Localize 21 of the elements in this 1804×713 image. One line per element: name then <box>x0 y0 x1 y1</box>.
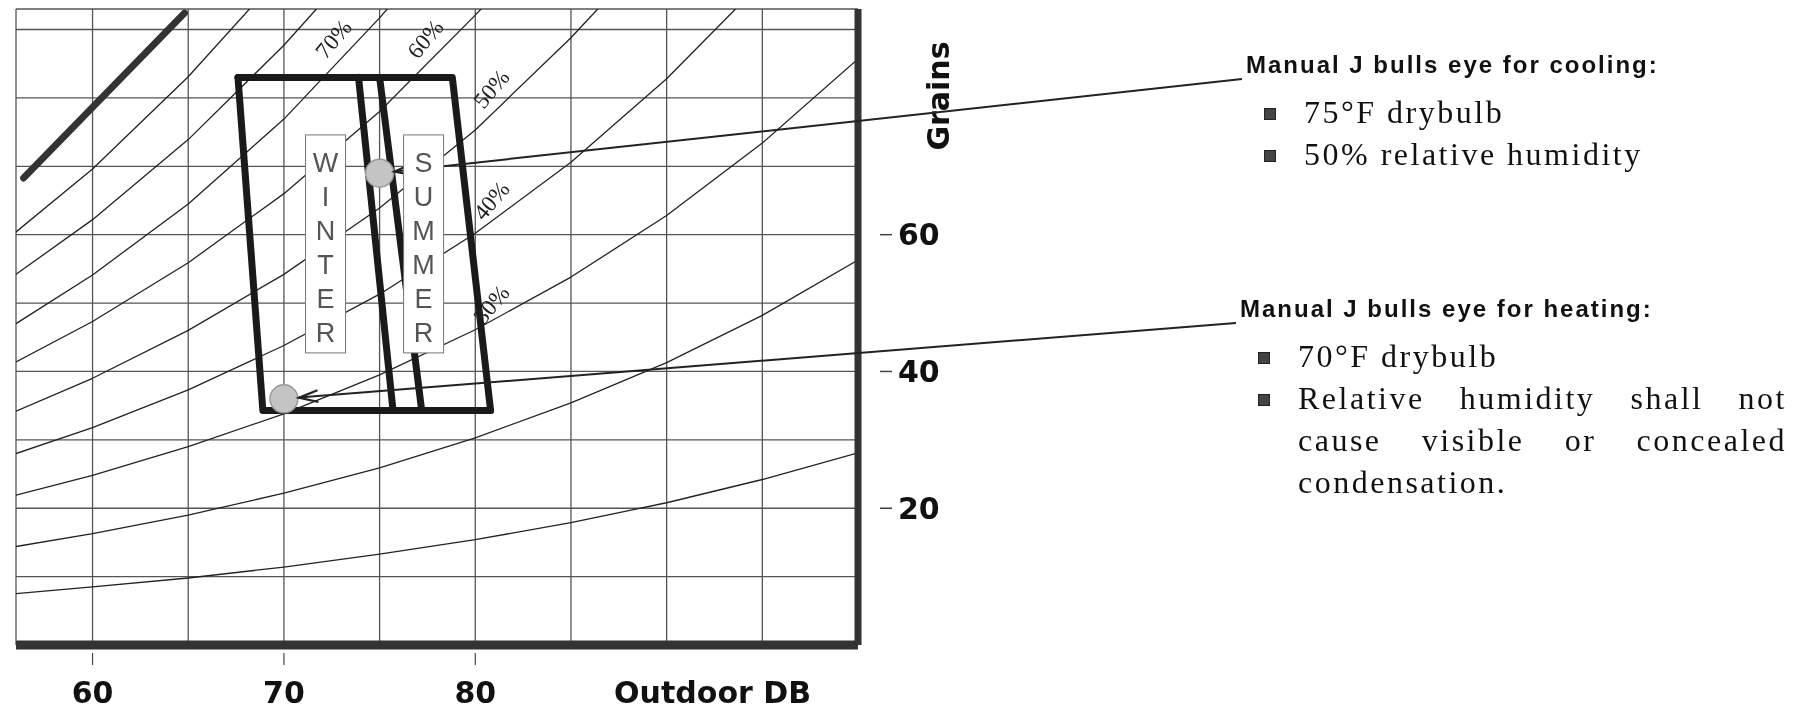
annotation: SUMMER <box>412 147 435 348</box>
y-axis-title: Grains <box>920 41 956 151</box>
text: 50% relative humidity <box>1304 135 1644 174</box>
text: 50% <box>468 64 515 114</box>
x-axis-title: Outdoor DB <box>614 675 811 710</box>
y-tick-label: 60 <box>898 217 940 253</box>
text: Manual J bulls eye for cooling: <box>1246 51 1660 79</box>
x-tick-label: 80 <box>454 675 497 710</box>
text: Manual J bulls eye for heating: <box>1240 295 1654 323</box>
y-tick-label: 40 <box>898 353 940 389</box>
text: 70°F drybulb <box>1298 337 1500 376</box>
text: 70% <box>310 15 357 64</box>
text: 60% <box>402 15 449 64</box>
text: 30% <box>468 280 515 329</box>
text: 75°F drybulb <box>1304 93 1506 132</box>
annotation: WINTER <box>312 147 339 348</box>
text: 40% <box>468 176 515 226</box>
x-tick-label: 70 <box>263 675 305 710</box>
x-tick-label: 60 <box>71 675 114 710</box>
y-tick-label: 20 <box>898 490 940 526</box>
text: Relative humidity shall not cause visible or concealed condensation. <box>1298 379 1787 502</box>
